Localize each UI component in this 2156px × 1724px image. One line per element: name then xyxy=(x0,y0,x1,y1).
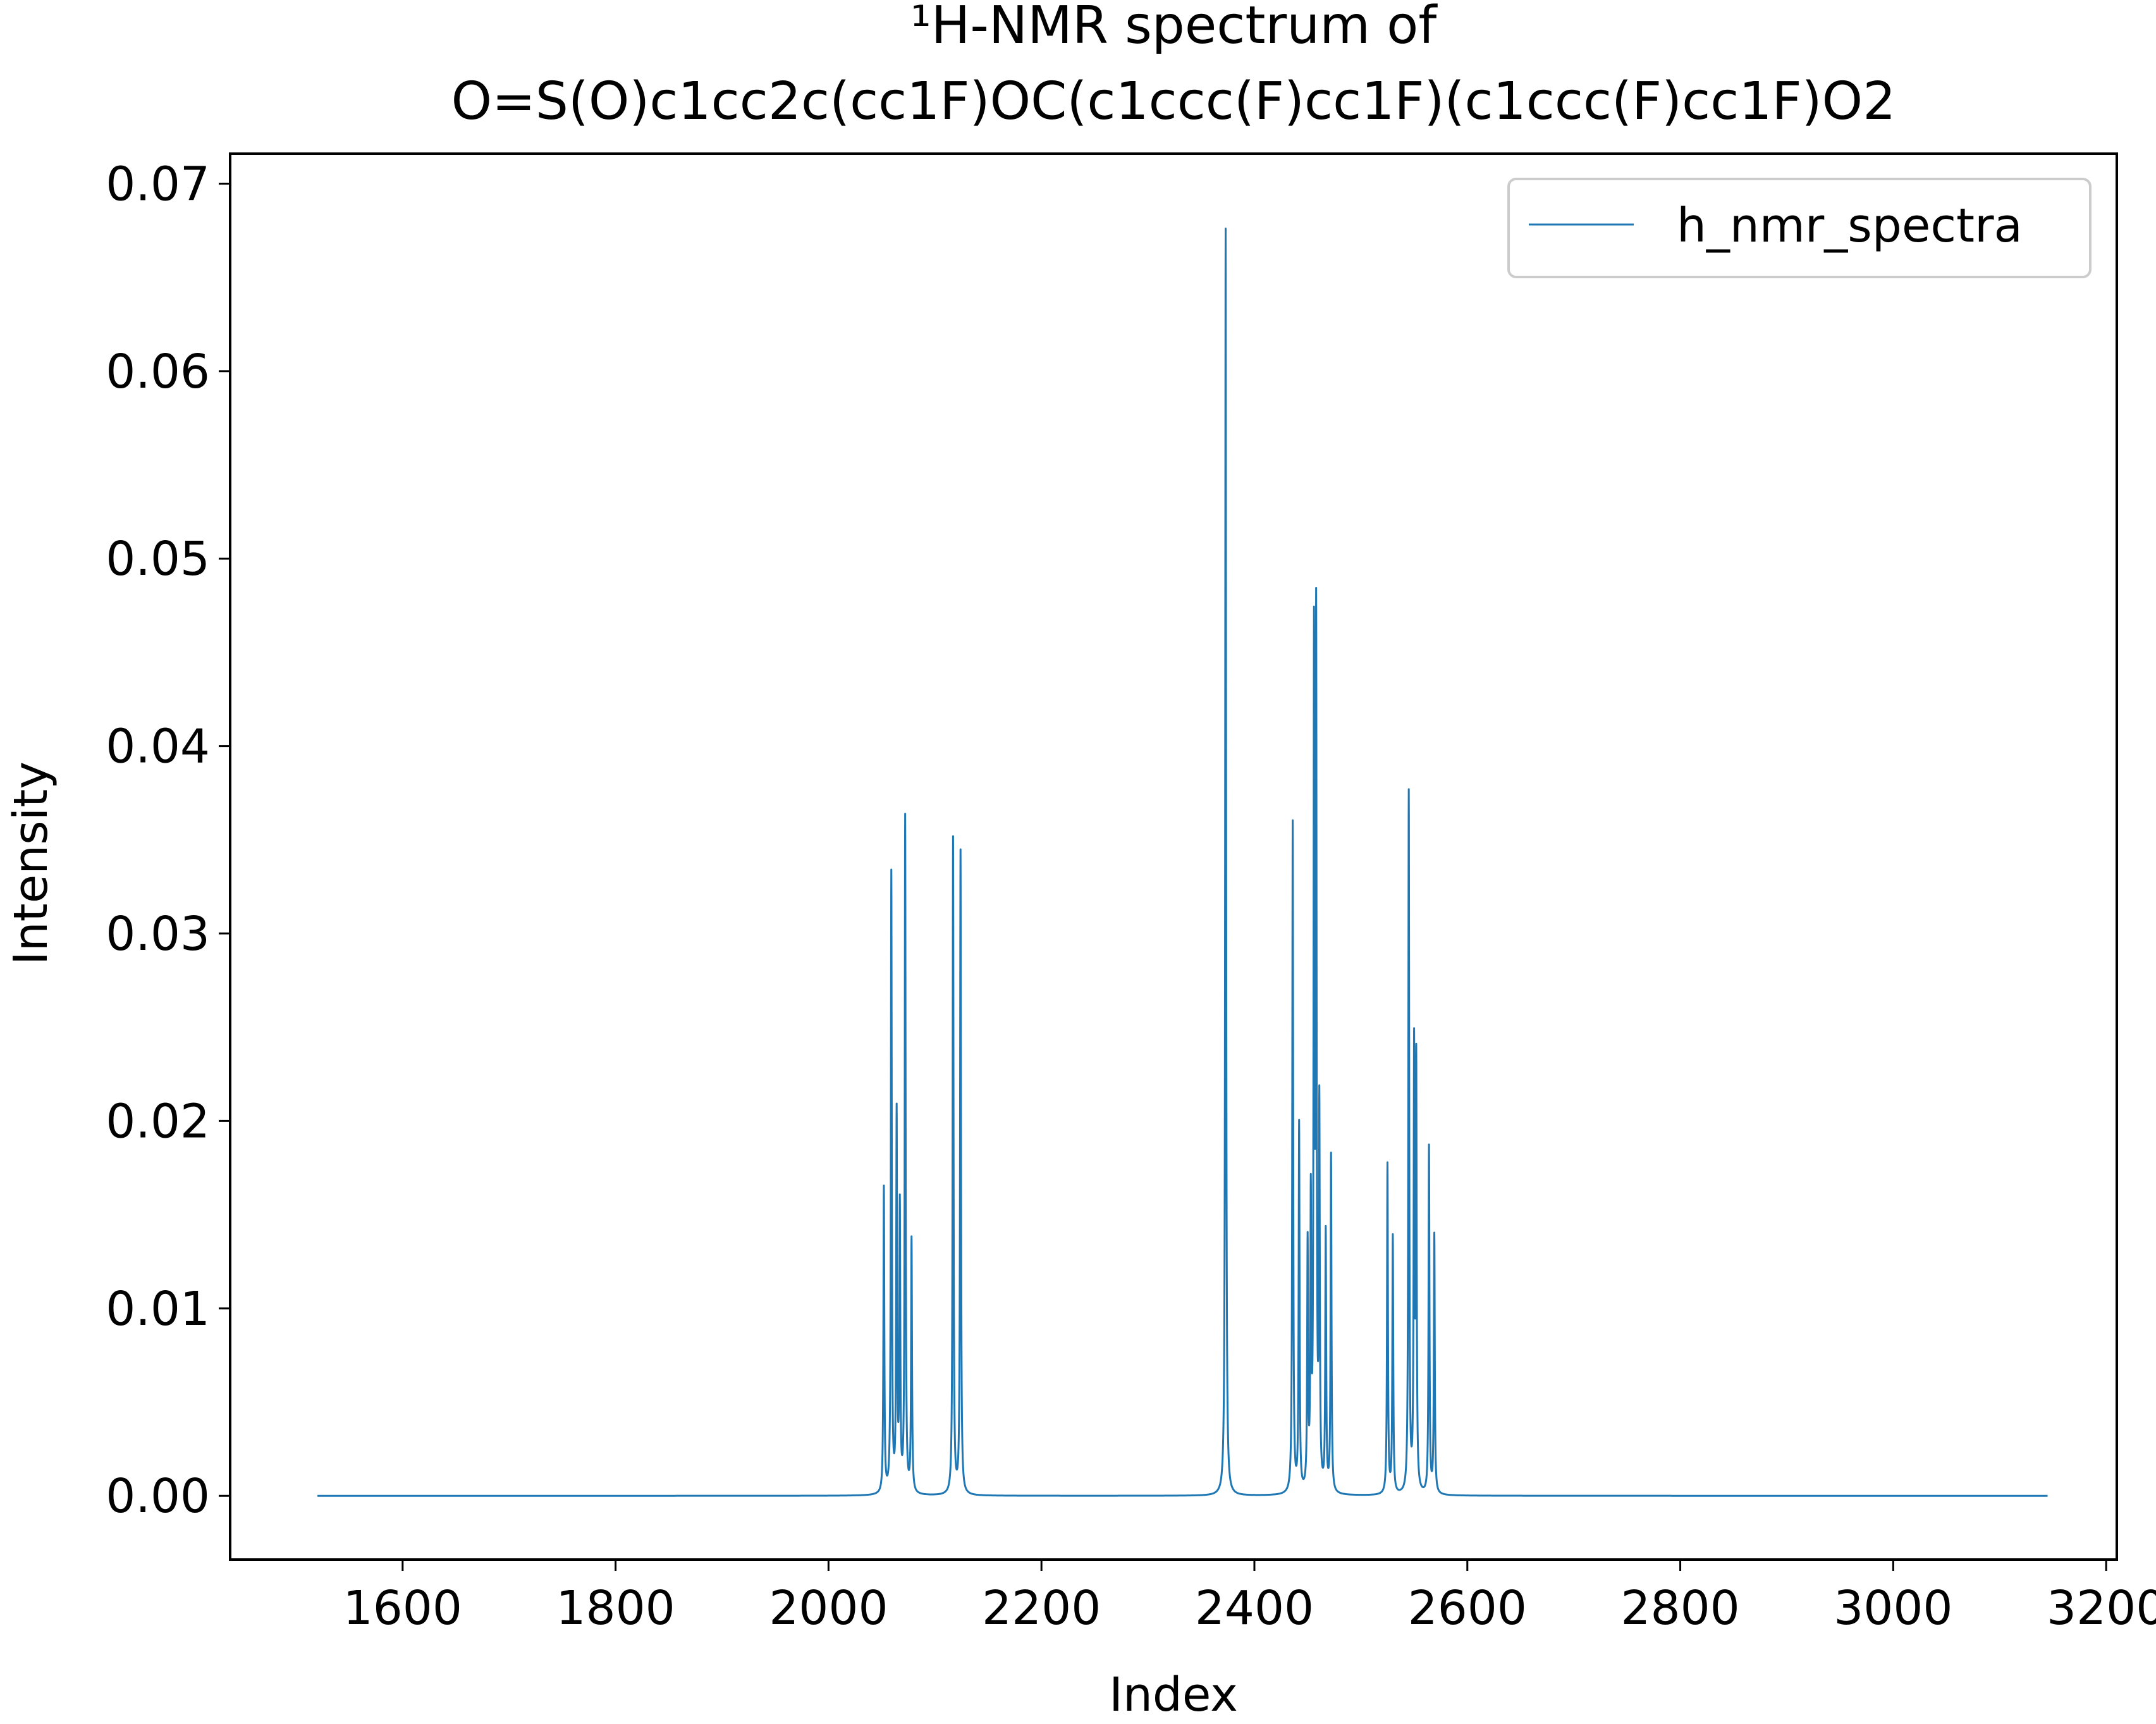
y-tick-label: 0.05 xyxy=(106,532,210,586)
chart-title-line-1: ¹H-NMR spectrum of xyxy=(910,0,1438,56)
x-tick-label: 2000 xyxy=(769,1581,888,1635)
y-tick-label: 0.07 xyxy=(106,157,210,211)
y-tick-label: 0.02 xyxy=(106,1094,210,1148)
x-tick-label: 2200 xyxy=(982,1581,1101,1635)
plot-marks xyxy=(317,227,2048,1497)
legend: h_nmr_spectra xyxy=(1507,178,2092,278)
chart-title-line-2: O=S(O)c1cc2c(cc1F)OC(c1ccc(F)cc1F)(c1ccc… xyxy=(451,71,1896,132)
y-tick-label: 0.06 xyxy=(106,345,210,399)
x-tick-label: 1800 xyxy=(556,1581,675,1635)
y-tick-label: 0.03 xyxy=(106,907,210,961)
y-tick-label: 0.04 xyxy=(106,720,210,774)
axis-ticks: 1600 1800 2000 2200 2400 2600 2800 3000 3200 0.00… xyxy=(106,157,2156,1635)
y-tick-label: 0.00 xyxy=(106,1469,210,1524)
y-tick-label: 0.01 xyxy=(106,1282,210,1336)
x-tick-label: 2800 xyxy=(1620,1581,1739,1635)
x-tick-label: 2600 xyxy=(1408,1581,1527,1635)
series-line-h-nmr-spectra xyxy=(317,227,2048,1497)
x-axis-label: Index xyxy=(1109,1668,1238,1721)
x-tick-label: 3000 xyxy=(1834,1581,1952,1635)
legend-box xyxy=(1507,178,2092,278)
y-axis-label: Intensity xyxy=(4,761,58,965)
plot-frame xyxy=(229,152,2118,1561)
x-tick-label: 3200 xyxy=(2047,1581,2156,1635)
legend-label: h_nmr_spectra xyxy=(1677,199,2023,253)
x-tick-label: 2400 xyxy=(1195,1581,1314,1635)
x-tick-label: 1600 xyxy=(343,1581,462,1635)
